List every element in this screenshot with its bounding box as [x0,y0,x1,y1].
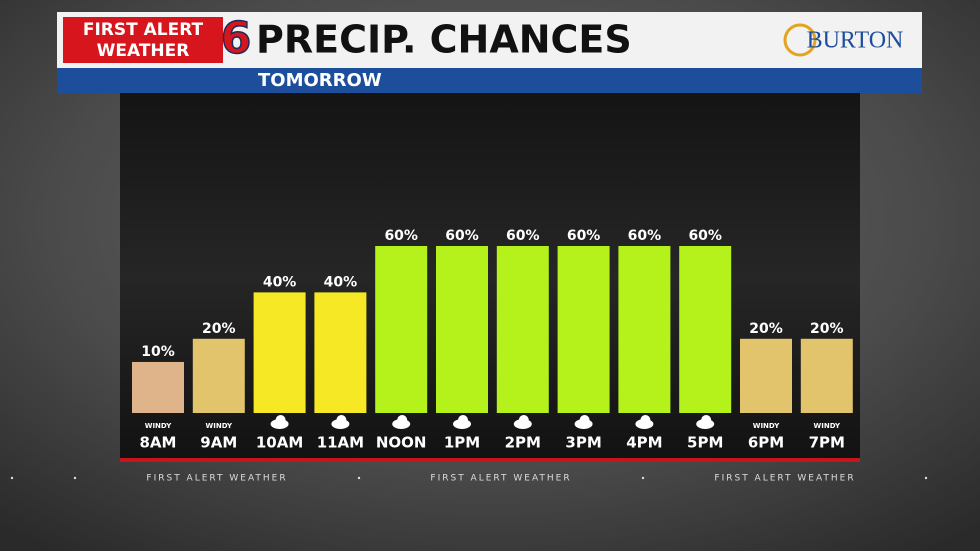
subheader [57,68,922,93]
weather-icon [518,415,529,425]
value-label: 60% [628,228,662,244]
value-label: 20% [202,321,236,337]
value-label: 60% [567,228,601,244]
x-tick-label: 9AM [200,434,237,452]
value-label: 60% [506,228,540,244]
bar [679,246,732,413]
x-tick-label: 5PM [687,434,723,452]
value-label: 60% [688,228,722,244]
weather-icon [397,415,408,425]
weather-icon [275,415,286,425]
icon-label: WINDY [814,422,841,430]
bar [192,338,245,413]
logo-box [63,17,223,63]
value-label: 40% [263,274,297,290]
bar [132,361,184,413]
x-tick-label: 6PM [748,434,784,452]
x-tick-label: NOON [376,434,427,452]
icon-label: WINDY [753,422,780,430]
x-tick-label: 2PM [505,434,541,452]
ticker: FIRST ALERT WEATHER [146,474,287,484]
weather-icon [336,415,347,425]
value-label: 40% [324,274,358,290]
bar [740,338,792,413]
weather-icon [701,415,712,425]
bar [800,338,853,413]
ticker: FIRST ALERT WEATHER [714,474,855,484]
weather-icon [458,415,468,425]
logo-channel: 6 [221,13,252,64]
chart-subtitle: TOMORROW [258,70,382,91]
x-tick-label: 4PM [626,434,662,452]
icon-label: WINDY [206,422,233,430]
x-tick-label: 1PM [444,434,480,452]
x-tick-label: 11AM [317,434,364,452]
weather-icon [579,415,590,425]
bar [314,292,367,413]
sponsor: BURTON [807,28,904,54]
chart-title: PRECIP. CHANCES [256,18,632,62]
bar [496,246,549,413]
x-tick-label: 7PM [809,434,845,452]
bar [618,246,671,413]
logo-line2: WEATHER [97,41,190,61]
logo-line1: FIRST ALERT [83,20,204,40]
x-tick-label: 8AM [140,434,177,452]
weather-icon [640,415,651,425]
x-tick-label: 3PM [565,434,601,452]
value-label: 20% [749,321,783,337]
x-tick-label: 10AM [256,434,303,452]
bar [557,246,610,413]
sponsor-icon [783,23,817,57]
bar [253,292,306,413]
ticker: FIRST ALERT WEATHER [430,474,571,484]
value-label: 60% [384,228,418,244]
value-label: 10% [141,344,175,360]
value-label: 60% [445,228,479,244]
bar [436,246,488,413]
value-label: 20% [810,321,844,337]
bar [375,246,428,413]
icon-label: WINDY [145,422,172,430]
panel-border [120,458,860,462]
ticker-dots [10,476,928,480]
